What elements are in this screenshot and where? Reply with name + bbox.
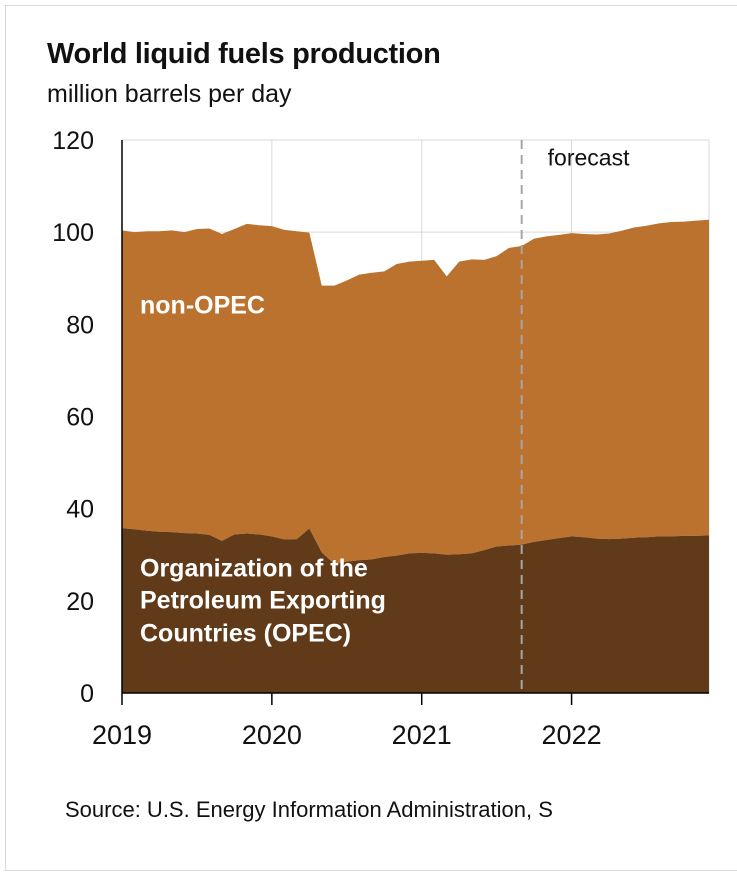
series-labels: non-OPEC Organization of the Petroleum Exp… (140, 292, 386, 648)
y-tick-label-80: 80 (66, 311, 94, 339)
x-tick-label-2021: 2021 (392, 720, 452, 750)
forecast-marker: forecast (520, 140, 630, 693)
y-tick-label-60: 60 (66, 404, 94, 432)
chart-subtitle: million barrels per day (47, 80, 292, 108)
forecast-label: forecast (548, 144, 630, 170)
axes: 0 20 40 60 80 100 120 2019 2020 2021 2022 (52, 127, 709, 750)
series-label-opec-line-1: Organization of the (140, 554, 368, 582)
chart-frame (5, 5, 737, 871)
series-label-opec-line-3: Countries (OPEC) (140, 619, 351, 647)
y-tick-label-120: 120 (52, 127, 94, 155)
area-non-opec (122, 219, 709, 564)
area-series (122, 219, 709, 693)
series-label-non-opec: non-OPEC (140, 292, 265, 320)
chart-title: World liquid fuels production (47, 38, 441, 70)
x-tick-label-2022: 2022 (542, 720, 602, 750)
x-tick-label-2019: 2019 (92, 720, 152, 750)
y-tick-label-20: 20 (66, 588, 94, 616)
y-tick-label-40: 40 (66, 496, 94, 524)
y-tick-label-0: 0 (80, 680, 94, 708)
y-tick-label-100: 100 (52, 219, 94, 247)
x-tick-label-2020: 2020 (242, 720, 302, 750)
area-opec (122, 528, 709, 693)
source-note: Source: U.S. Energy Information Administ… (65, 797, 553, 822)
series-label-opec-line-2: Petroleum Exporting (140, 587, 386, 615)
